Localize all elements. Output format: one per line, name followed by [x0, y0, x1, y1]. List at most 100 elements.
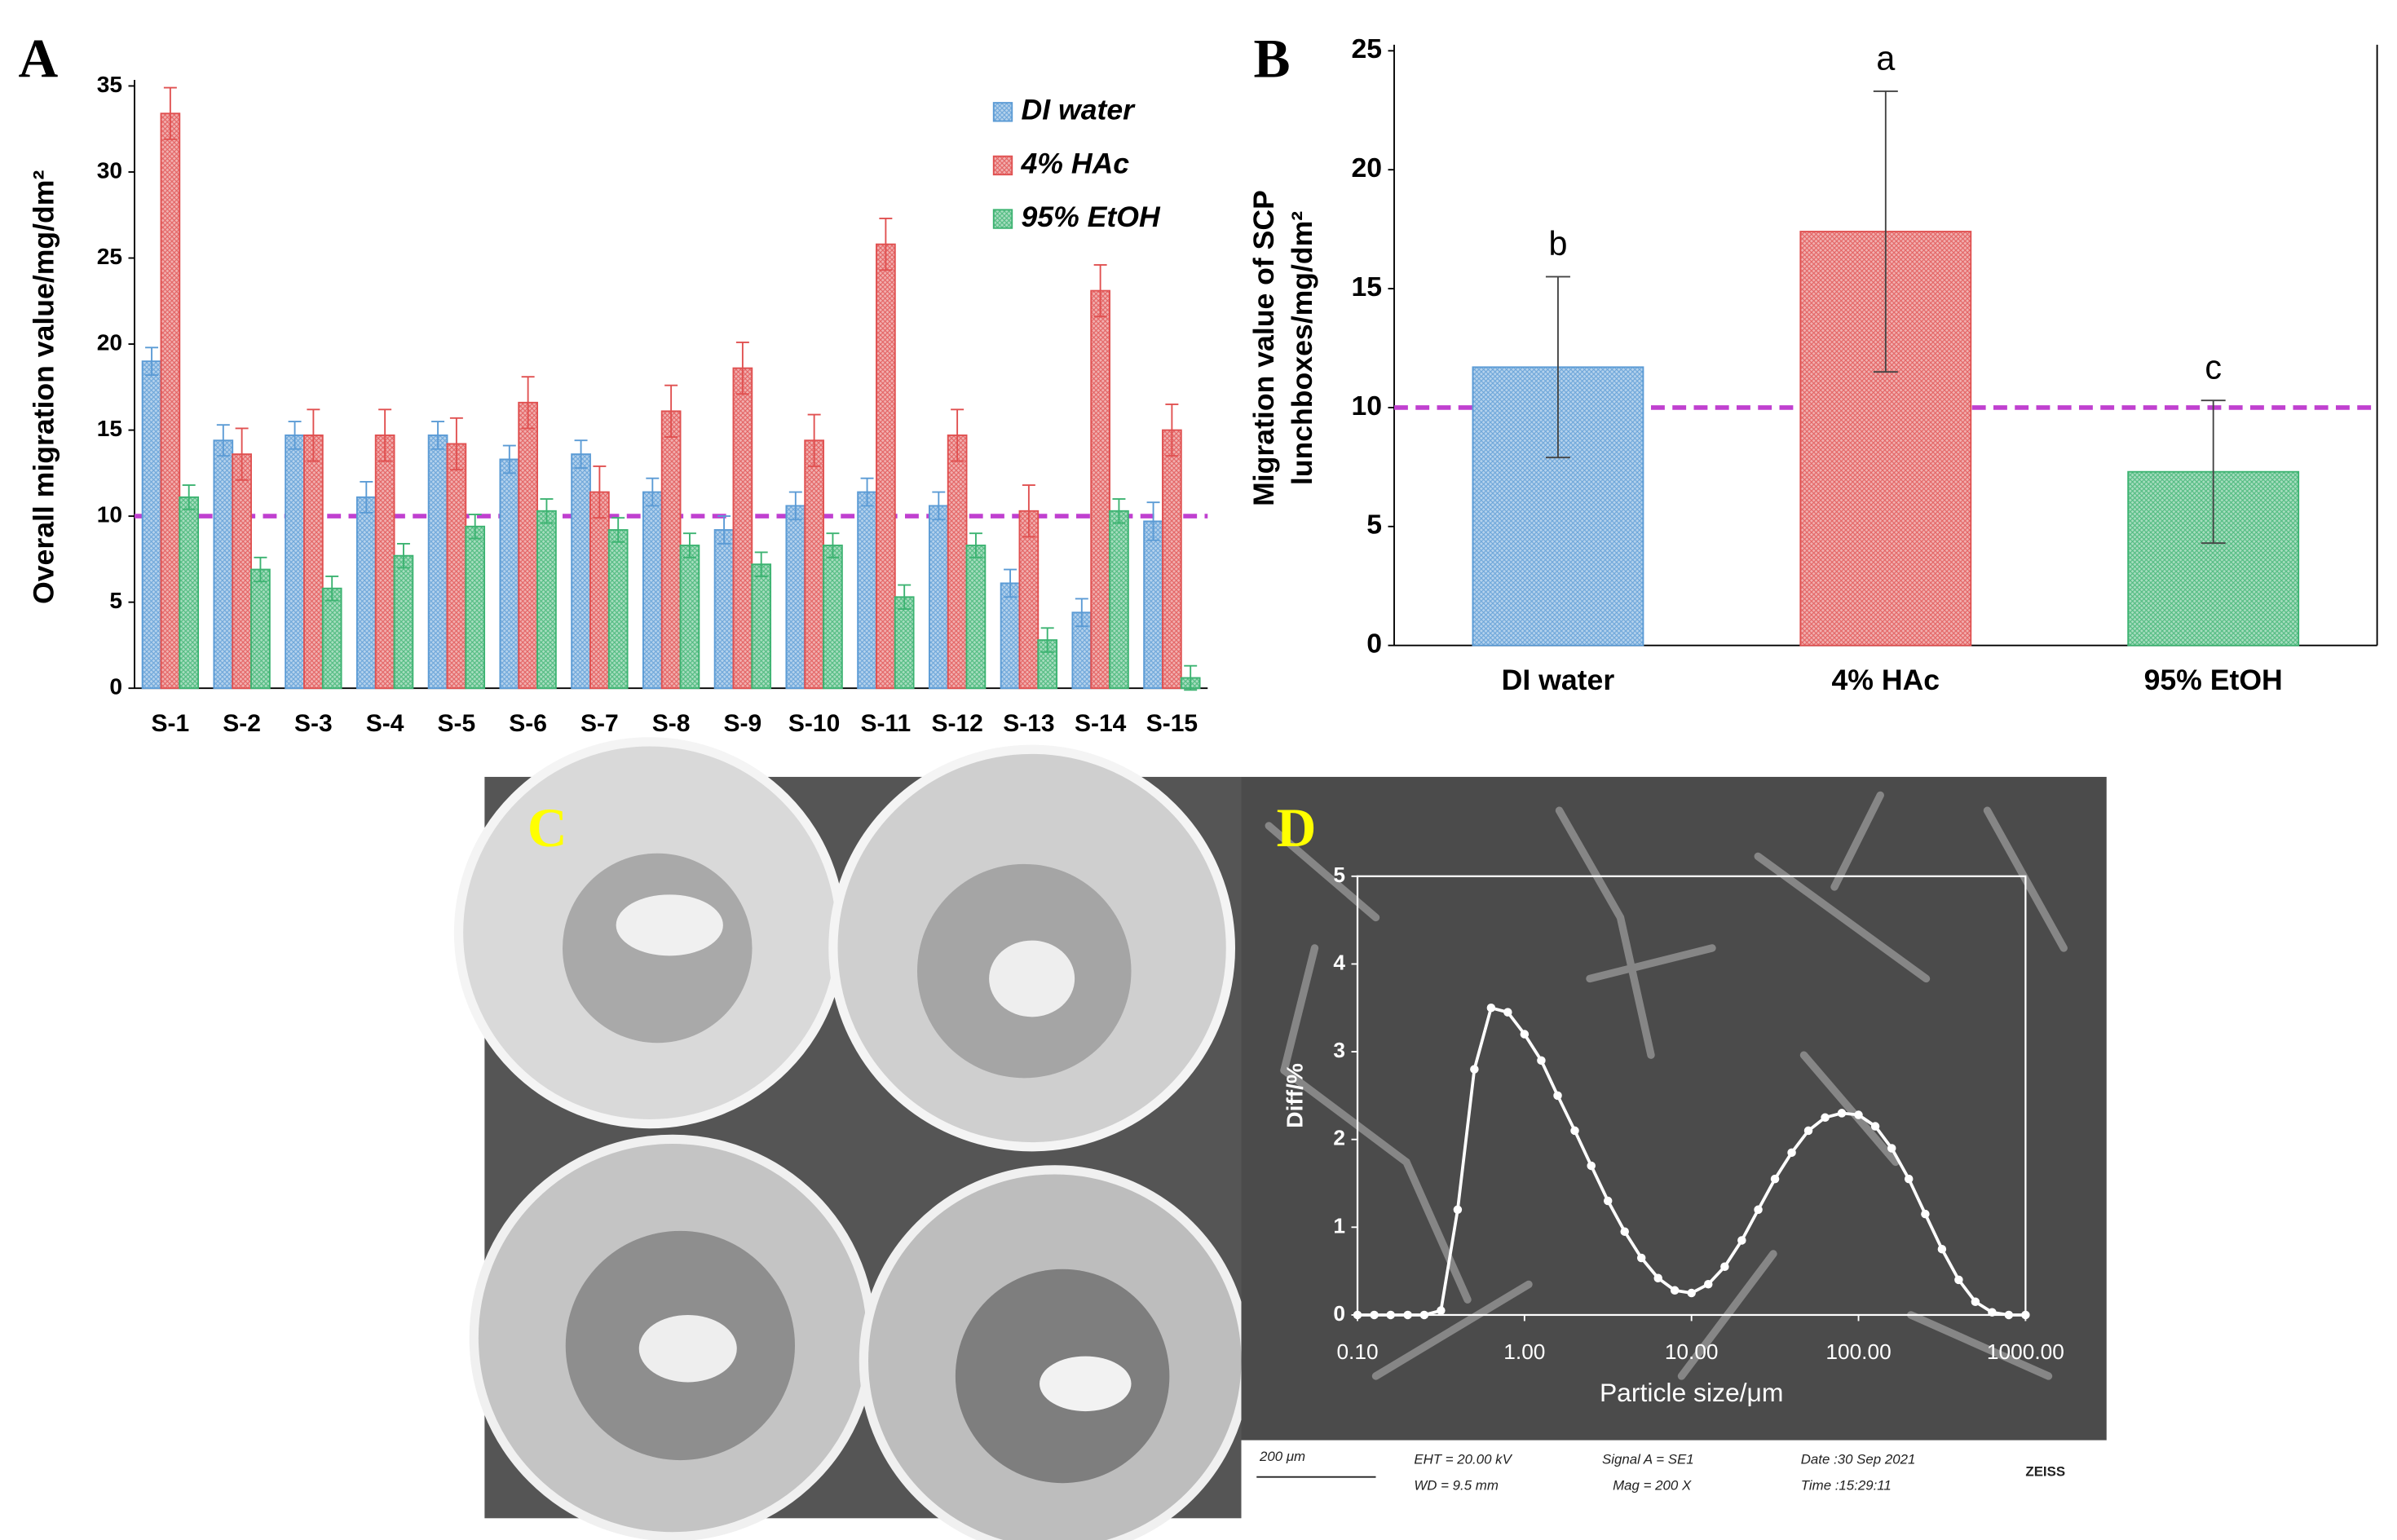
- data-point: [1937, 1244, 1947, 1254]
- y-tick-label: 0: [1366, 629, 1382, 660]
- error-bar: [788, 491, 802, 521]
- error-bar: [1184, 664, 1198, 691]
- bar: [1162, 429, 1182, 690]
- data-point: [1787, 1148, 1796, 1158]
- error-bar: [664, 384, 678, 438]
- x-tick-label: S-5: [438, 710, 476, 737]
- y-tick-label: 25: [1351, 33, 1382, 64]
- y-tick-label: 35: [97, 72, 122, 97]
- powder: [1040, 1356, 1132, 1412]
- data-point: [1954, 1275, 1963, 1285]
- error-bar: [879, 218, 893, 271]
- error-bar: [216, 424, 230, 457]
- error-bar: [235, 427, 249, 481]
- x-tick-label: S-1: [152, 710, 190, 737]
- data-point: [1370, 1310, 1379, 1320]
- data-point: [1887, 1144, 1896, 1153]
- x-tick-label: S-2: [223, 710, 261, 737]
- x-tick-label: S-14: [1075, 710, 1127, 737]
- bar: [446, 443, 467, 690]
- data-point: [1921, 1209, 1930, 1219]
- error-bar: [646, 477, 660, 507]
- data-point: [1904, 1174, 1914, 1184]
- error-bar: [611, 517, 625, 543]
- error-bar: [182, 484, 196, 510]
- error-bar: [468, 514, 482, 540]
- bar: [285, 434, 305, 690]
- x-tick-label: S-11: [861, 710, 912, 737]
- error-bar: [735, 341, 749, 395]
- y-tick-label: 0: [109, 674, 122, 699]
- y-axis-title: Migration value of SCP: [1247, 190, 1280, 506]
- error-bar: [1165, 403, 1179, 457]
- bar: [232, 453, 252, 690]
- bar: [518, 401, 538, 690]
- annotation: b: [1548, 225, 1567, 263]
- bar: [321, 587, 342, 690]
- data-point: [1587, 1161, 1596, 1171]
- data-point: [1754, 1205, 1763, 1215]
- bar: [250, 568, 271, 690]
- data-point: [1703, 1280, 1713, 1289]
- bar: [947, 434, 968, 690]
- error-bar: [593, 465, 607, 519]
- data-point: [1653, 1273, 1662, 1282]
- error-bar: [754, 551, 768, 577]
- bar: [1018, 510, 1040, 690]
- annotation: a: [1876, 39, 1895, 77]
- bar: [876, 243, 896, 690]
- info-text: WD = 9.5 mm: [1414, 1477, 1499, 1493]
- bar: [732, 367, 753, 690]
- data-point: [1837, 1109, 1847, 1118]
- error-bar: [1112, 498, 1126, 524]
- x-tick-label: S-10: [788, 710, 840, 737]
- x-tick-label: S-3: [294, 710, 333, 737]
- x-tick-label: 100.00: [1825, 1339, 1891, 1364]
- data-point: [1770, 1174, 1780, 1184]
- powder: [989, 940, 1075, 1017]
- bar: [213, 439, 234, 690]
- y-axis-title: Diff/%: [1282, 1063, 1307, 1128]
- x-tick-label: DI water: [1502, 664, 1615, 696]
- bar: [1090, 289, 1110, 690]
- error-bar: [360, 480, 373, 514]
- legend-label: DI water: [1022, 94, 1137, 126]
- y-tick-label: 15: [1351, 271, 1382, 302]
- bar: [928, 505, 949, 690]
- error-bar: [860, 477, 874, 507]
- bar: [160, 113, 181, 690]
- legend-label: 4% HAc: [1021, 147, 1130, 179]
- data-point: [1737, 1236, 1746, 1245]
- data-point: [1803, 1126, 1813, 1136]
- data-point: [1419, 1310, 1429, 1320]
- panel-label: C: [528, 797, 567, 858]
- bar: [393, 554, 414, 690]
- y-tick-label: 5: [1333, 863, 1345, 887]
- x-tick-label: S-13: [1003, 710, 1054, 737]
- y-tick-label: 3: [1333, 1038, 1345, 1062]
- error-bar: [431, 421, 445, 450]
- x-tick-label: 10.00: [1665, 1339, 1719, 1364]
- x-tick-label: 1000.00: [1987, 1339, 2064, 1364]
- bar: [1000, 582, 1021, 690]
- y-tick-label: 0: [1333, 1301, 1345, 1326]
- bar: [965, 545, 987, 690]
- data-point: [1470, 1065, 1479, 1074]
- x-tick-label: 1.00: [1503, 1339, 1545, 1364]
- x-tick-label: S-6: [509, 710, 547, 737]
- y-tick-label: 20: [1351, 152, 1382, 183]
- bar: [642, 491, 663, 690]
- y-tick-label: 4: [1333, 950, 1345, 974]
- info-text: Time :15:29:11: [1801, 1477, 1892, 1493]
- data-point: [1636, 1253, 1646, 1263]
- info-text: EHT = 20.00 kV: [1414, 1452, 1512, 1467]
- error-bar: [1022, 484, 1035, 538]
- data-point: [1453, 1205, 1463, 1215]
- data-point: [1537, 1056, 1546, 1066]
- error-bar: [449, 417, 463, 471]
- annotation: c: [2205, 349, 2222, 386]
- panel-label: D: [1277, 797, 1317, 858]
- data-point: [1503, 1008, 1512, 1017]
- error-bar: [898, 584, 912, 611]
